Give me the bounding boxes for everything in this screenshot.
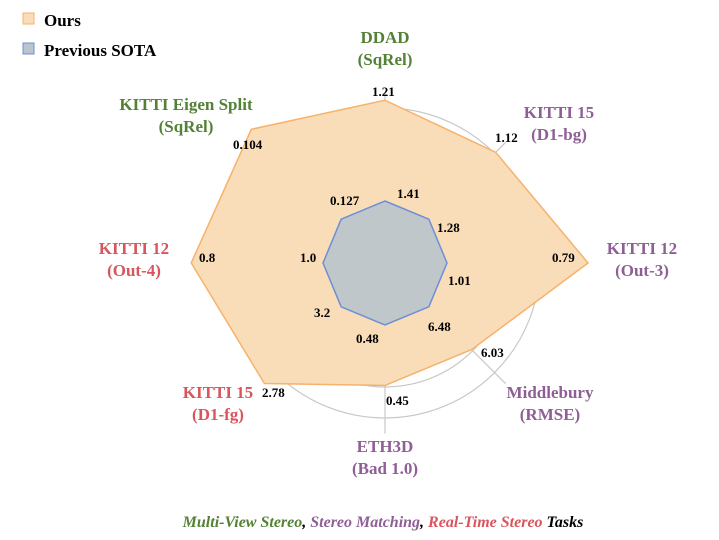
axis-label-name: KITTI 12 (607, 239, 677, 258)
axis-label-name: KITTI 15 (524, 103, 594, 122)
value-label-ours: 2.78 (262, 385, 285, 400)
axis-label-name: ETH3D (357, 437, 414, 456)
legend-label-ours: Ours (44, 11, 81, 30)
axis-label-metric: (RMSE) (520, 405, 580, 424)
axis-label-name: KITTI 15 (183, 383, 253, 402)
value-label-previous-sota: 1.28 (437, 220, 460, 235)
axis-label-metric: (Out-3) (615, 261, 669, 280)
footer-part: , (419, 514, 428, 531)
value-labels: 1.21 1.12 0.79 6.03 0.45 2.78 0.8 0.104 1.41 1.28… (199, 84, 575, 408)
value-label-previous-sota: 1.0 (300, 250, 316, 265)
legend: Ours Previous SOTA (22, 11, 157, 60)
axis-label-name: DDAD (360, 28, 409, 47)
axis-label: KITTI Eigen Split (SqRel) (119, 95, 253, 136)
value-label-previous-sota: 0.127 (330, 193, 360, 208)
value-label-previous-sota: 1.01 (448, 273, 471, 288)
footer-caption: Multi-View Stereo, Stereo Matching, Real… (182, 514, 584, 531)
axis-label-name: KITTI Eigen Split (119, 95, 253, 114)
footer-part: Real-Time Stereo (427, 514, 543, 531)
axis-label-metric: (Out-4) (107, 261, 161, 280)
radar-series (190, 99, 590, 387)
axis-label-metric: (Bad 1.0) (352, 459, 418, 478)
value-label-previous-sota: 0.48 (356, 331, 379, 346)
value-label-previous-sota: 3.2 (314, 305, 330, 320)
value-label-ours: 1.12 (495, 130, 518, 145)
axis-label-name: Middlebury (507, 383, 594, 402)
axis-label: DDAD (SqRel) (358, 28, 413, 69)
legend-swatch-ours (22, 12, 35, 25)
footer-part: Stereo Matching (310, 514, 420, 531)
value-label-ours: 0.45 (386, 393, 409, 408)
axis-labels: DDAD (SqRel) KITTI 15 (D1-bg) KITTI 12 (Out-3… (99, 28, 677, 478)
footer-part: Multi-View Stereo (182, 514, 303, 531)
series-previous-sota (322, 200, 448, 326)
axis-label-metric: (SqRel) (159, 117, 214, 136)
axis-label-metric: (D1-fg) (192, 405, 244, 424)
legend-label-previous-sota: Previous SOTA (44, 41, 157, 60)
axis-label-metric: (D1-bg) (531, 125, 587, 144)
value-label-ours: 1.21 (372, 84, 395, 99)
footer-part: , (301, 514, 310, 531)
value-label-ours: 6.03 (481, 345, 504, 360)
axis-label: KITTI 12 (Out-3) (607, 239, 677, 280)
value-label-ours: 0.8 (199, 250, 216, 265)
axis-label: KITTI 12 (Out-4) (99, 239, 169, 280)
footer-part: Tasks (543, 514, 584, 531)
axis-label-name: KITTI 12 (99, 239, 169, 258)
axis-label: KITTI 15 (D1-fg) (183, 383, 253, 424)
value-label-previous-sota: 6.48 (428, 319, 451, 334)
axis-label: KITTI 15 (D1-bg) (524, 103, 594, 144)
axis-label: Middlebury (RMSE) (507, 383, 594, 424)
axis-label: ETH3D (Bad 1.0) (352, 437, 418, 478)
value-label-previous-sota: 1.41 (397, 186, 420, 201)
axis-label-metric: (SqRel) (358, 50, 413, 69)
value-label-ours: 0.79 (552, 250, 575, 265)
value-label-ours: 0.104 (233, 137, 263, 152)
legend-swatch-previous-sota (22, 42, 35, 55)
